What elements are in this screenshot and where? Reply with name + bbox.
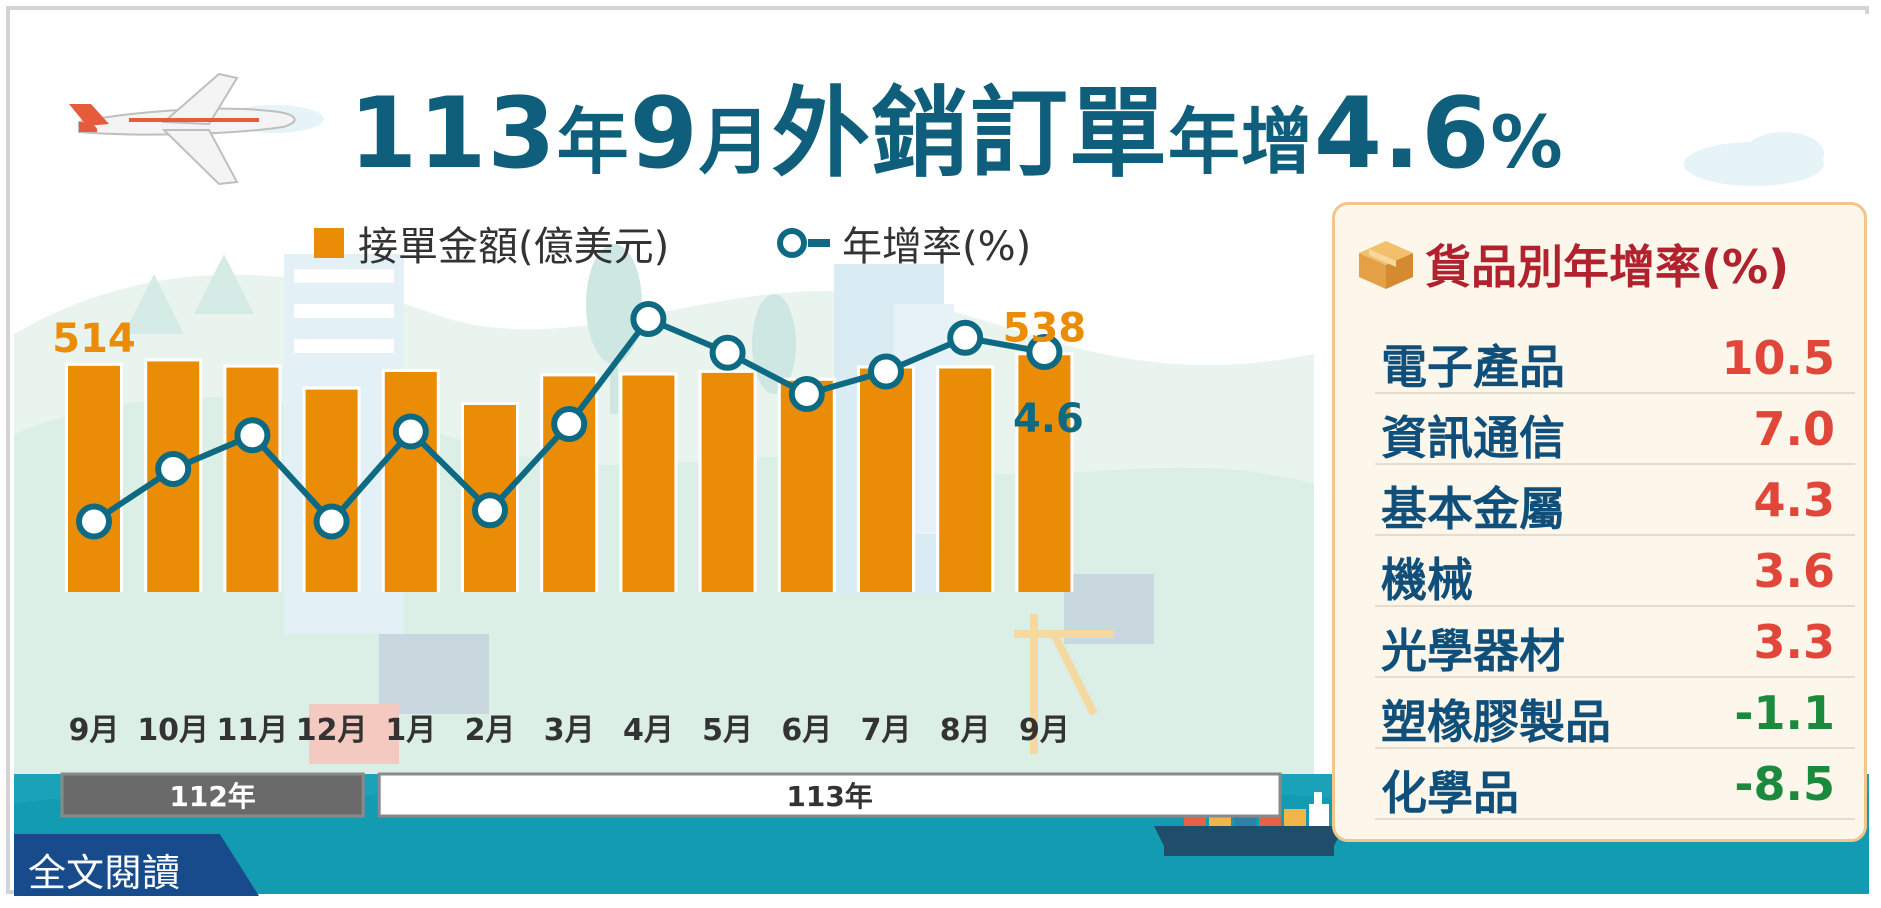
bar [780,380,833,592]
panel-header: 貨品別年增率(%) [1335,231,1864,301]
growth-value-label: 4.6 [1013,396,1084,442]
order-chart: 514 538 4.6 9月 10月 11月 12月 1月 2月 3月 4月 5月 6月 7月 8月 9月 11… [52,301,1282,818]
growth-point [234,417,271,454]
growth-point [1026,334,1063,370]
category-value: -8.5 [1734,757,1835,811]
bar [939,368,992,592]
x-tick-label: 11月 [217,713,289,748]
bar [384,372,437,592]
bar [622,375,675,592]
year-group-label: 113年 [786,780,872,813]
x-tick-label: 6月 [781,713,832,748]
title-subject: 外銷訂單 [771,77,1168,191]
category-value: 10.5 [1721,331,1836,385]
growth-point [392,413,429,450]
growth-point [155,451,192,487]
x-tick-label: 5月 [702,713,753,748]
growth-point [472,492,508,529]
x-tick-label: 4月 [623,713,674,748]
x-tick-label: 8月 [940,713,991,748]
airplane-icon [69,72,296,186]
title-percent-sign: % [1490,100,1564,184]
legend-bar-label: 接單金額(億美元) [358,224,670,270]
category-value: 7.0 [1753,402,1836,456]
category-name: 資訊通信 [1381,411,1565,465]
growth-point [76,503,112,540]
x-tick-label: 12月 [296,713,368,748]
growth-point [313,503,350,540]
bar [701,372,754,592]
growth-point [551,406,588,442]
growth-point [947,319,984,356]
category-list: 電子產品 10.5 資訊通信 7.0 基本金屬 4.3 機械 3.6 光學器材 3.3 塑橡膠製品 -… [1375,323,1855,820]
bar [226,367,279,592]
bar [860,368,912,592]
infographic: 113年9月外銷訂單年增4.6% 接單金額(億美元) 年增率(%) 514 538… [14,14,1869,896]
bar [1018,355,1071,592]
category-name: 基本金屬 [1381,482,1565,536]
title-month-suffix: 月 [698,100,772,184]
year-group-band [60,772,365,818]
x-tick-label: 2月 [465,713,516,748]
legend-line: 年增率(%) [774,214,1031,272]
x-tick-label: 3月 [544,713,595,748]
category-value: 3.3 [1753,615,1836,669]
category-name: 機械 [1381,553,1473,607]
x-tick-label: 9月 [69,713,120,748]
category-row: 塑橡膠製品 -1.1 [1375,678,1855,749]
category-row: 電子產品 10.5 [1375,323,1855,394]
read-more-button[interactable]: 全文閱讀 [14,834,259,896]
bar [305,389,358,592]
category-row: 機械 3.6 [1375,536,1855,607]
legend-bar: 接單金額(億美元) [314,214,669,272]
read-more-label[interactable]: 全文閱讀 [28,851,181,895]
growth-point [788,376,825,412]
year-group-band [377,772,1282,818]
bar-swatch-icon [314,228,344,258]
x-tick-label: 1月 [385,713,436,748]
category-row: 化學品 -8.5 [1375,749,1855,820]
x-tick-label: 9月 [1019,713,1070,748]
x-tick-label: 10月 [137,713,209,748]
category-value: 4.3 [1753,473,1836,527]
category-name: 電子產品 [1381,340,1565,394]
category-name: 化學品 [1381,766,1519,820]
category-growth-panel: 貨品別年增率(%) 電子產品 10.5 資訊通信 7.0 基本金屬 4.3 機械 3.6 光學器… [1332,202,1867,842]
category-value: -1.1 [1734,686,1835,740]
category-row: 光學器材 3.3 [1375,607,1855,678]
bar-value-label: 514 [52,316,136,362]
x-tick-label: 7月 [861,713,912,748]
growth-point [709,334,746,371]
category-name: 塑橡膠製品 [1381,695,1611,749]
legend-line-label: 年增率(%) [842,224,1032,270]
page-title: 113年9月外銷訂單年增4.6% [349,54,1564,196]
title-year-number: 113 [349,77,557,191]
panel-title: 貨品別年增率(%) [1425,240,1790,294]
title-month-number: 9 [629,77,699,191]
growth-point [868,353,904,390]
category-name: 光學器材 [1381,624,1565,678]
category-row: 基本金屬 4.3 [1375,465,1855,536]
growth-point [630,301,667,337]
bar-value-label: 538 [1003,305,1087,351]
line-marker-icon [777,228,830,258]
category-row: 資訊通信 7.0 [1375,394,1855,465]
category-value: 3.6 [1753,544,1836,598]
title-year-suffix: 年 [556,100,630,184]
year-group-label: 112年 [169,780,255,813]
bar [68,365,120,592]
title-growth-label: 年增 [1167,100,1314,184]
box-icon [1359,241,1413,289]
title-growth-value: 4.6 [1313,77,1491,191]
